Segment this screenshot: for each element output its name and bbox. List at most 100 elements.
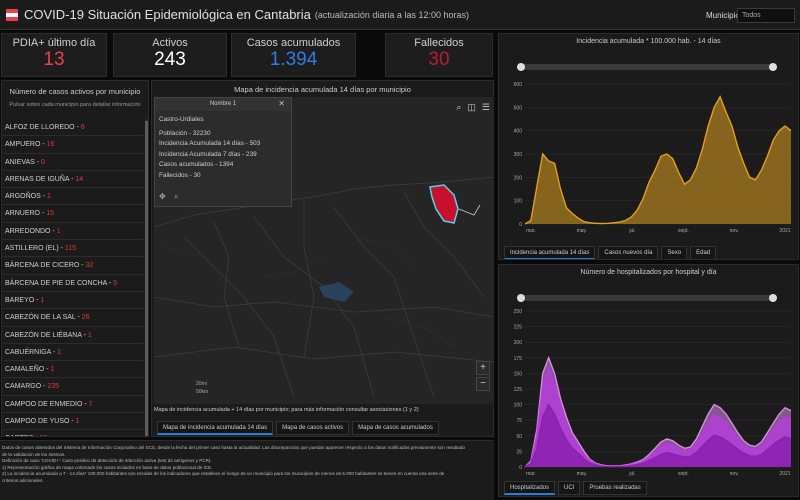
tab-uci[interactable]: UCI — [558, 481, 581, 495]
municipio-count: 1 — [87, 331, 92, 339]
chart2-title: Número de hospitalizados por hospital y … — [580, 269, 717, 276]
y-tick-label: 0 — [519, 465, 522, 471]
notes-panel: Datos de casos obtenidos del Sistema de … — [0, 440, 494, 500]
municipio-name: CAMPOO DE YUSO - — [5, 418, 76, 426]
zoom-in-button[interactable]: + — [476, 361, 490, 375]
list-item[interactable]: ALFOZ DE LLOREDO - 6 — [3, 119, 143, 137]
municipio-name: CABEZÓN DE LA SAL - — [5, 314, 82, 322]
municipio-count: 26 — [81, 314, 90, 322]
municipio-name: ANIEVAS - — [5, 158, 42, 166]
municipio-count: 14 — [75, 175, 84, 183]
chart2-range-slider[interactable] — [517, 294, 777, 302]
y-tick-label: 300 — [514, 152, 523, 158]
move-icon[interactable]: ✥ — [159, 192, 166, 201]
municipio-count: 1 — [47, 193, 51, 201]
list-item[interactable]: CAMALEÑO - 1 — [3, 361, 143, 379]
municipio-select[interactable]: Todos — [737, 8, 795, 23]
note-line: de la validación de los mismos. — [2, 451, 66, 457]
list-item[interactable]: BÁRCENA DE PIE DE CONCHA - 5 — [3, 275, 143, 292]
municipio-name: BÁRCENA DE CICERO - — [5, 262, 86, 270]
popup-line-fallecidos: Fallecidos - 30 — [159, 171, 201, 179]
series-area — [525, 96, 791, 224]
municipio-count: 5 — [113, 279, 118, 287]
kpi-casos-acumulados: Casos acumulados 1.394 — [231, 33, 356, 77]
kpi-fallecidos-value: 30 — [428, 49, 450, 70]
list-item[interactable]: ARNUERO - 15 — [3, 205, 143, 223]
tab-casos-activos[interactable]: Mapa de casos activos — [276, 421, 350, 435]
list-item[interactable]: ARENAS DE IGUÑA - 14 — [3, 171, 143, 189]
map-panel: Mapa de incidencia acumulada 14 días por… — [151, 80, 494, 437]
y-tick-label: 125 — [514, 387, 523, 393]
municipio-name: ARGOÑOS - — [5, 193, 48, 201]
close-icon[interactable]: ✕ — [278, 99, 285, 108]
zoom-out-button[interactable]: − — [476, 377, 490, 391]
tab-casos-nuevos[interactable]: Casos nuevos día — [598, 246, 659, 259]
map-tabs: Mapa de incidencia acumulada 14 días Map… — [157, 421, 439, 435]
x-tick-label: mar. — [526, 471, 536, 477]
castro-urdiales-shape — [429, 184, 459, 224]
zoom-to-icon[interactable]: ⌕ — [173, 192, 179, 201]
municipio-count: 32 — [85, 262, 94, 270]
slider-left-handle[interactable] — [517, 294, 525, 302]
tab-incidencia-acumulada[interactable]: Incidencia acumulada 14 días — [504, 246, 596, 259]
tab-edad[interactable]: Edad — [690, 246, 717, 259]
y-tick-label: 200 — [514, 175, 523, 181]
tab-pruebas[interactable]: Pruebas realizadas — [583, 481, 647, 495]
list-item[interactable]: CAMPOO DE YUSO - 1 — [3, 413, 143, 431]
slider-left-handle[interactable] — [517, 63, 525, 71]
note-line: criterios adicionales. — [2, 477, 44, 483]
popup-line-ia7: Incidencia Acumulada 7 días - 239 — [159, 150, 257, 158]
page-title: COVID-19 Situación Epidemiológica en Can… — [24, 7, 311, 22]
chart1-plot: 0 100 200 300 400 500 600 mar. may. jul. sept. nov.… — [514, 82, 792, 234]
municipio-name: BAREYO - — [5, 296, 41, 304]
note-line: 1) Representación gráfica de mapa colore… — [2, 464, 213, 470]
municipio-name: CABUÉRNIGA - — [5, 348, 58, 356]
municipios-panel: Número de casos activos por municipio Pu… — [1, 80, 149, 437]
tab-hospitalizados[interactable]: Hospitalizados — [504, 481, 556, 495]
list-item[interactable]: ASTILLERO (EL) - 115 — [3, 240, 143, 258]
list-item[interactable]: CARTES - 20 — [3, 430, 143, 436]
municipio-count: 115 — [64, 245, 77, 253]
x-tick-label: nov. — [730, 228, 739, 234]
tab-sexo[interactable]: Sexo — [661, 246, 688, 259]
y-tick-label: 50 — [516, 434, 522, 440]
list-item[interactable]: CAMARGO - 235 — [3, 378, 143, 396]
tab-incidencia-14[interactable]: Mapa de incidencia acumulada 14 días — [157, 421, 274, 435]
slider-right-handle[interactable] — [769, 63, 777, 71]
x-tick-label: jul. — [628, 471, 635, 477]
y-tick-label: 200 — [514, 340, 523, 346]
y-tick-label: 400 — [514, 129, 523, 135]
municipio-name: ARNUERO - — [5, 210, 47, 218]
list-item[interactable]: ANIEVAS - 0 — [3, 154, 143, 171]
kpi-activos-value: 243 — [154, 49, 186, 70]
list-item[interactable]: BAREYO - 1 — [3, 292, 143, 310]
series-line — [524, 365, 792, 468]
scrollbar-thumb[interactable] — [145, 121, 148, 436]
series-area — [525, 404, 791, 467]
list-item[interactable]: CABEZÓN DE LIÉBANA - 1 — [3, 327, 143, 344]
list-item[interactable]: ARREDONDO - 1 — [3, 223, 143, 241]
list-item[interactable]: ARGOÑOS - 1 — [3, 188, 143, 206]
municipios-scrollbar[interactable] — [145, 119, 148, 436]
scale-top: 20mi — [196, 381, 207, 387]
app-header: COVID-19 Situación Epidemiológica en Can… — [0, 0, 800, 30]
list-item[interactable]: BÁRCENA DE CICERO - 32 — [3, 257, 143, 275]
list-item[interactable]: CAMPOO DE ENMEDIO - 7 — [3, 396, 143, 414]
list-item[interactable]: CABUÉRNIGA - 1 — [3, 344, 143, 362]
tab-casos-acumulados[interactable]: Mapa de casos acumulados — [352, 421, 439, 435]
search-icon[interactable]: ⌕ — [456, 102, 462, 112]
list-item[interactable]: AMPUERO - 16 — [3, 136, 143, 154]
y-tick-label: 100 — [514, 199, 523, 205]
slider-right-handle[interactable] — [769, 294, 777, 302]
chart1-range-slider[interactable] — [517, 63, 777, 71]
map-canvas[interactable]: Nombre 1 ✕ Castro-Urdiales Población - 3… — [154, 97, 494, 404]
list-item[interactable]: CABEZÓN DE LA SAL - 26 — [3, 309, 143, 327]
x-tick-label: 2021 — [779, 228, 790, 234]
chart2-tabs: Hospitalizados UCI Pruebas realizadas — [504, 481, 647, 495]
map-drawing — [154, 176, 494, 398]
x-tick-label: 2021 — [779, 471, 790, 477]
list-icon[interactable]: ☰ — [481, 102, 490, 112]
kpi-casos-value: 1.394 — [269, 49, 318, 70]
layers-icon[interactable]: ◫ — [467, 102, 476, 112]
page-subtitle: (actualización diaria a las 12:00 horas) — [314, 9, 469, 20]
